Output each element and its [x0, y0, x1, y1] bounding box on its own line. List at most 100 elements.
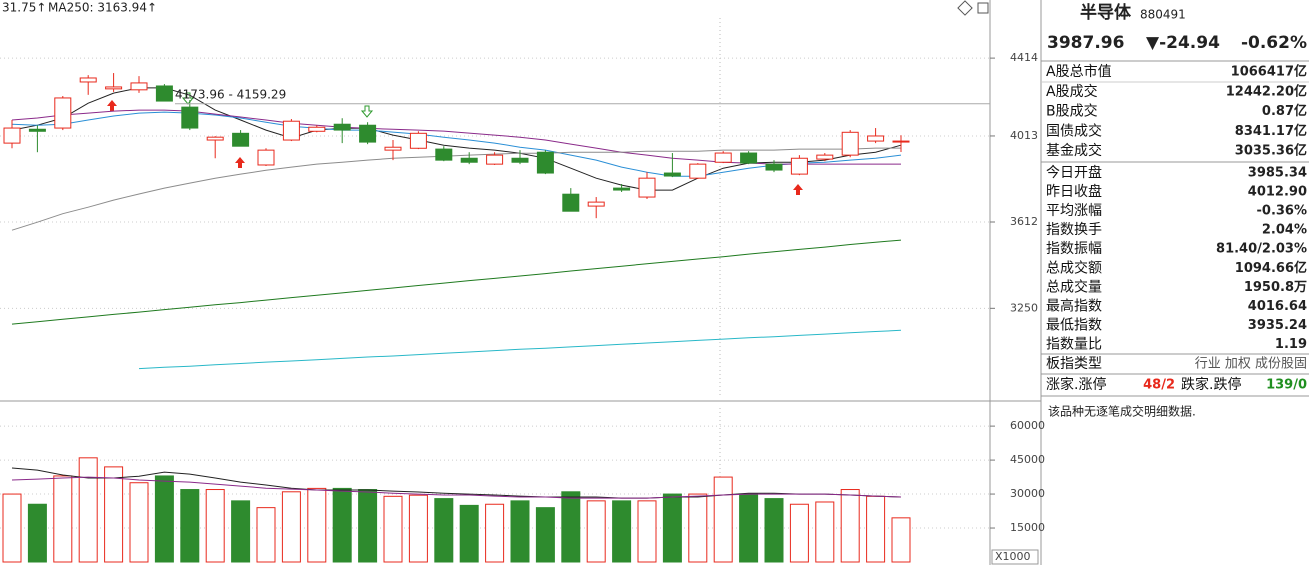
candle-body	[663, 172, 681, 177]
row-label: B股成交	[1046, 103, 1098, 120]
row-value: 1950.8万	[1244, 280, 1307, 295]
row-label: 基金成交	[1046, 142, 1102, 159]
row-value: 1094.66亿	[1235, 260, 1307, 276]
candle-body	[384, 146, 402, 151]
breadth-label: 跌家.跌停	[1181, 376, 1241, 393]
row-label: A股总市值	[1046, 63, 1112, 80]
row-label: 今日开盘	[1046, 164, 1102, 181]
volume-bar	[154, 475, 174, 563]
y-tick-label: 4013	[1010, 129, 1038, 142]
row-label: 指数换手	[1046, 221, 1102, 238]
ma-line	[11, 467, 902, 499]
volume-bar	[104, 466, 124, 563]
volume-bar	[129, 482, 149, 563]
volume-bar	[789, 503, 809, 563]
y-tick-label: 15000	[1010, 521, 1045, 534]
candle-body	[460, 157, 478, 163]
volume-bar	[2, 493, 22, 563]
candle-body	[130, 82, 148, 91]
row-value: 4012.90	[1248, 185, 1307, 200]
annotation: 4173.96 - 4159.29	[175, 87, 286, 101]
row-label: 指数量比	[1046, 336, 1102, 352]
candle-body	[435, 148, 453, 161]
y-tick-label: 4414	[1010, 51, 1038, 64]
row-label: 指数振幅	[1046, 241, 1102, 257]
volume-bar	[891, 517, 911, 563]
volume-bar	[231, 500, 251, 563]
row-value: 1066417亿	[1231, 64, 1307, 80]
row-value: 3035.36亿	[1235, 143, 1307, 159]
candle-body	[587, 201, 605, 207]
row-value: 1.19	[1275, 337, 1307, 352]
volume-bar	[281, 491, 301, 563]
ma-line	[138, 329, 902, 370]
volume-bar	[866, 495, 886, 563]
candle-body	[308, 126, 326, 132]
row-label: 总成交量	[1046, 278, 1102, 295]
candle-body	[3, 127, 21, 144]
toolbar-icon[interactable]	[977, 2, 989, 14]
volume-bar	[561, 491, 581, 563]
candle-body	[613, 187, 631, 191]
row-value: 8341.17亿	[1235, 123, 1307, 139]
candle-body	[536, 151, 554, 174]
note: 该品种无逐笔成交明细数据.	[1048, 404, 1196, 419]
board-value[interactable]: 行业 加权 成份股固	[1195, 356, 1307, 372]
candle-body	[867, 135, 885, 142]
volume-bar	[307, 487, 327, 563]
sell-signal	[360, 105, 374, 118]
candle-body	[765, 163, 783, 171]
candle-body	[409, 132, 427, 149]
unit-box	[991, 549, 1039, 565]
indicator-label: 31.75↑	[2, 1, 46, 15]
candle-body	[816, 154, 834, 160]
buy-signal	[793, 184, 803, 195]
volume-bar	[739, 493, 759, 563]
y-tick-label: 3612	[1010, 215, 1038, 228]
row-label: 国债成交	[1046, 122, 1102, 139]
panel-title: 半导体	[1080, 2, 1132, 23]
volume-bar	[662, 493, 682, 563]
volume-bar	[78, 457, 98, 563]
row-value: 12442.20亿	[1226, 83, 1307, 99]
row-label: 最高指数	[1046, 297, 1102, 314]
volume-bar	[256, 507, 276, 563]
candle-body	[790, 157, 808, 175]
candle-body	[892, 140, 910, 143]
y-tick-label: 30000	[1010, 487, 1045, 500]
candle-body	[714, 152, 732, 163]
toolbar-icon[interactable]	[957, 0, 973, 16]
volume-bar	[713, 476, 733, 563]
ma-line	[11, 476, 902, 499]
ma-line	[11, 239, 902, 325]
row-label: A股成交	[1046, 83, 1098, 100]
volume-bar	[434, 498, 454, 563]
ma-line	[11, 147, 901, 231]
price-change: ▼-24.94	[1146, 33, 1220, 53]
volume-bar	[535, 507, 555, 563]
breadth-label: 涨家.涨停	[1046, 376, 1106, 393]
y-tick-label: 45000	[1010, 453, 1045, 466]
row-value: 0.87亿	[1262, 103, 1307, 119]
volume-bar	[840, 489, 860, 563]
candle-body	[105, 86, 123, 90]
row-value: 2.04%	[1262, 223, 1307, 238]
candle-body	[689, 163, 707, 179]
board-label: 板指类型	[1046, 356, 1102, 372]
price: 3987.96	[1047, 33, 1124, 53]
row-value: -0.36%	[1257, 204, 1308, 219]
volume-bar	[764, 498, 784, 563]
candle-body	[206, 136, 224, 141]
breadth-value: 48/2	[1143, 378, 1175, 393]
volume-bar	[637, 500, 657, 563]
candle-body	[638, 177, 656, 198]
row-value: 81.40/2.03%	[1216, 242, 1307, 257]
y-tick-label: 3250	[1010, 301, 1038, 314]
volume-bar	[688, 493, 708, 563]
volume-bar	[510, 500, 530, 563]
buy-signal	[107, 100, 117, 111]
candle-body	[511, 157, 529, 163]
